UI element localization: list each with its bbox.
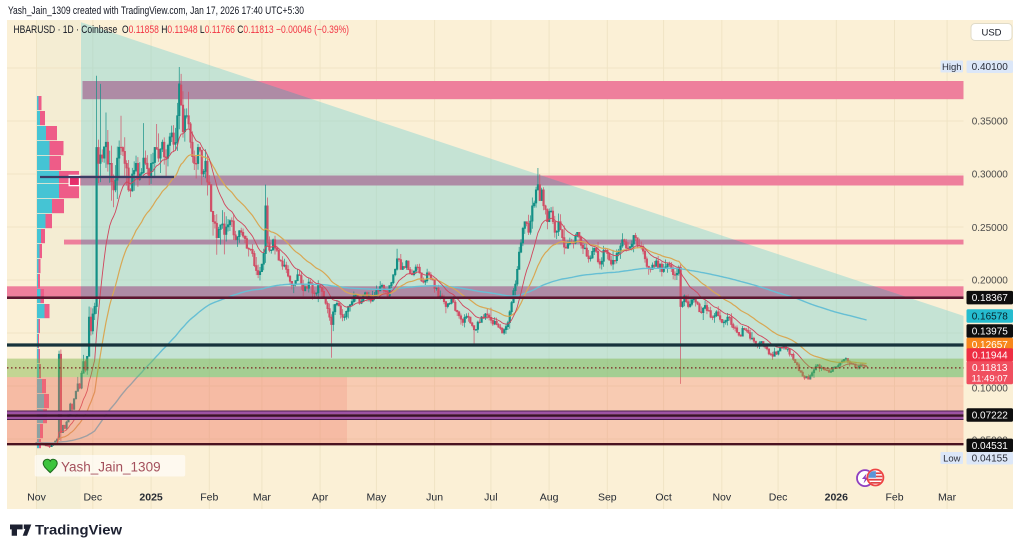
- svg-text:Aug: Aug: [540, 492, 559, 504]
- svg-text:Apr: Apr: [312, 492, 329, 504]
- svg-text:Mar: Mar: [938, 492, 957, 504]
- svg-text:0.10000: 0.10000: [972, 384, 1009, 395]
- svg-text:0.07222: 0.07222: [972, 411, 1009, 422]
- svg-text:0.11944: 0.11944: [972, 351, 1008, 362]
- svg-text:Feb: Feb: [200, 492, 218, 504]
- svg-text:Oct: Oct: [655, 492, 671, 504]
- svg-text:Jun: Jun: [426, 492, 443, 504]
- svg-text:2025: 2025: [139, 492, 163, 504]
- svg-text:Feb: Feb: [885, 492, 903, 504]
- svg-text:Mar: Mar: [253, 492, 272, 504]
- svg-text:0.12657: 0.12657: [972, 340, 1009, 351]
- svg-text:Dec: Dec: [83, 492, 102, 504]
- svg-text:0.20000: 0.20000: [972, 276, 1009, 287]
- svg-text:Nov: Nov: [27, 492, 46, 504]
- svg-text:Yash_Jain_1309 created with Tr: Yash_Jain_1309 created with TradingView.…: [8, 5, 304, 17]
- svg-text:0.13975: 0.13975: [972, 327, 1009, 338]
- svg-text:0.30000: 0.30000: [972, 170, 1009, 181]
- svg-text:Nov: Nov: [712, 492, 731, 504]
- svg-text:May: May: [366, 492, 387, 504]
- svg-text:0.16578: 0.16578: [972, 312, 1009, 323]
- svg-text:High: High: [942, 62, 962, 73]
- svg-text:Low: Low: [943, 453, 961, 464]
- svg-text:0.25000: 0.25000: [972, 223, 1009, 234]
- svg-text:Jul: Jul: [484, 492, 497, 504]
- svg-text:0.18367: 0.18367: [972, 293, 1009, 304]
- svg-text:0.40100: 0.40100: [972, 62, 1009, 73]
- svg-text:HBARUSD · 1D · Coinbase O0.11: HBARUSD · 1D · Coinbase O0.11858 H0.1194…: [14, 24, 350, 36]
- svg-text:2026: 2026: [825, 492, 849, 504]
- svg-text:USD: USD: [981, 28, 1001, 39]
- svg-text:11:49:07: 11:49:07: [972, 374, 1008, 385]
- svg-text:0.04155: 0.04155: [972, 454, 1009, 465]
- svg-text:0.35000: 0.35000: [972, 117, 1009, 128]
- svg-text:Sep: Sep: [598, 492, 617, 504]
- svg-text:TradingView: TradingView: [35, 522, 122, 538]
- svg-text:Yash_Jain_1309: Yash_Jain_1309: [61, 460, 161, 475]
- svg-text:Dec: Dec: [769, 492, 788, 504]
- svg-text:0.04531: 0.04531: [972, 441, 1009, 452]
- svg-text:0.11813: 0.11813: [972, 363, 1008, 374]
